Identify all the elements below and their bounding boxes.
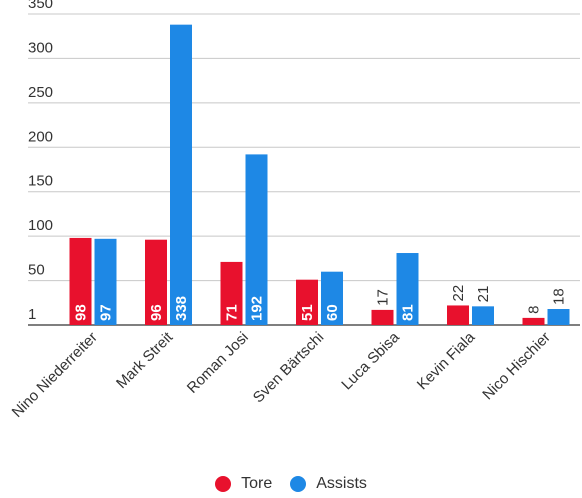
x-tick-label: Luca Sbisa (338, 328, 403, 393)
data-label: 8 (526, 306, 543, 314)
data-label: 98 (73, 304, 90, 321)
legend-swatch-tore (215, 476, 232, 492)
bar-tore (447, 305, 469, 325)
x-tick-label: Kevin Fiala (414, 328, 479, 393)
bar-assists (170, 24, 192, 326)
bar-tore (371, 309, 394, 325)
bar-tore (69, 237, 92, 325)
data-label: 338 (173, 296, 190, 321)
legend-item-assists[interactable]: Assists (290, 475, 367, 493)
data-label: 51 (299, 304, 316, 321)
legend-swatch-assists (290, 476, 307, 492)
bar-tore (220, 261, 243, 325)
legend: Tore Assists (0, 470, 582, 498)
bar-assists (547, 309, 570, 325)
legend-item-tore[interactable]: Tore (215, 475, 272, 493)
x-tick-label: Roman Josi (184, 329, 252, 397)
y-tick-label: 100 (28, 217, 53, 234)
bar-tore (522, 317, 545, 325)
y-tick-label: 350 (28, 0, 53, 12)
bar-assists (472, 306, 494, 325)
bar-tore (145, 239, 167, 325)
x-tick-label: Nico Hischier (479, 329, 554, 404)
bar-assists (396, 253, 419, 325)
data-label: 192 (249, 296, 266, 321)
data-label: 71 (224, 304, 241, 321)
bar-assists (321, 271, 343, 325)
bar-assists (94, 238, 117, 325)
legend-label-assists: Assists (316, 475, 367, 492)
data-label: 97 (98, 304, 115, 321)
data-label: 60 (324, 304, 341, 321)
legend-label-tore: Tore (241, 475, 273, 492)
bar-assists (245, 154, 268, 325)
y-tick-label: 150 (28, 173, 53, 190)
data-label: 17 (375, 289, 392, 306)
data-label: 22 (450, 285, 467, 302)
data-label: 18 (551, 288, 568, 305)
y-tick-label: 300 (28, 39, 53, 56)
data-label: 81 (400, 304, 417, 321)
y-tick-label: 200 (28, 128, 53, 145)
data-label: 96 (148, 304, 165, 321)
x-tick-label: Nino Niederreiter (9, 329, 101, 421)
x-tick-label: Mark Streit (113, 328, 177, 392)
y-tick-label: 50 (28, 262, 45, 279)
x-tick-label: Sven Bärtschi (250, 329, 327, 406)
data-label: 21 (475, 286, 492, 303)
y-tick-label: 250 (28, 84, 53, 101)
bar-tore (296, 279, 318, 325)
y-tick-label: 1 (28, 306, 36, 323)
